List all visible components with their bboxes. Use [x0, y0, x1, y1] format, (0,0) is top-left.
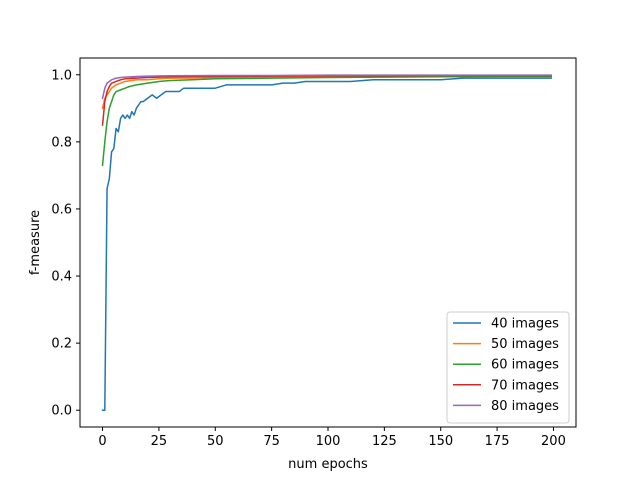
- x-tick-label: 0: [98, 434, 106, 449]
- y-tick-label: 0.6: [51, 202, 72, 217]
- legend-label-0: 40 images: [491, 317, 559, 332]
- y-axis-ticks: 0.0 0.2 0.4 0.6 0.8 1.0: [51, 68, 80, 419]
- series-line-2: [101, 75, 552, 167]
- legend-box: [446, 311, 570, 424]
- y-tick-label: 0.2: [51, 337, 72, 352]
- legend-label-4: 80 images: [491, 399, 559, 414]
- x-tick-label: 50: [207, 434, 224, 449]
- series-layer: [101, 74, 552, 411]
- x-tick-label: 175: [485, 434, 510, 449]
- x-tick-label: 75: [263, 434, 280, 449]
- x-axis-ticks: 0 25 50 75 100 125 150 175 200: [98, 427, 566, 449]
- legend-label-2: 60 images: [491, 358, 559, 373]
- x-axis-label: num epochs: [288, 457, 368, 472]
- x-tick-label: 25: [151, 434, 168, 449]
- y-tick-label: 0.0: [51, 404, 72, 419]
- x-tick-label: 100: [316, 434, 341, 449]
- y-tick-label: 0.8: [51, 135, 72, 150]
- legend-label-3: 70 images: [491, 378, 559, 393]
- y-axis-label: f-measure: [28, 210, 43, 275]
- series-line-4: [101, 74, 552, 100]
- legend: 40 images 50 images 60 images 70 images 80 i…: [446, 311, 570, 424]
- y-tick-label: 0.4: [51, 270, 72, 285]
- x-tick-label: 125: [372, 434, 397, 449]
- x-tick-label: 200: [541, 434, 566, 449]
- y-tick-label: 1.0: [51, 68, 72, 83]
- legend-label-1: 50 images: [491, 337, 559, 352]
- series-line-0: [101, 77, 552, 411]
- x-tick-label: 150: [428, 434, 453, 449]
